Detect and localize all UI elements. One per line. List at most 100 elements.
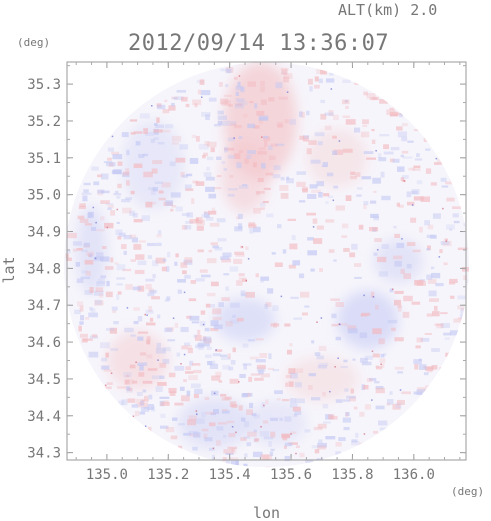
speckle [145,201,153,208]
speckle [107,207,112,210]
speckle [79,203,86,207]
speckle [147,368,158,371]
speckle [129,119,138,122]
speckle [100,190,110,194]
speckle [193,432,201,438]
speckle [228,366,234,371]
speckle [152,160,163,165]
speckle [245,291,255,298]
speckle [91,166,99,171]
speckle [203,433,208,439]
speckle [353,263,362,267]
speckle [88,211,94,218]
speckle [254,438,260,441]
speckle [445,181,454,185]
speckle [130,132,136,135]
speckle [78,205,86,210]
speckle [168,387,177,394]
speckle [205,411,215,415]
speckle [243,463,248,468]
speckle [424,220,430,226]
speckle [274,262,283,267]
speckle-dot [247,258,250,260]
speckle [100,275,107,279]
speckle [208,249,213,253]
speckle [270,431,276,438]
speckle [193,334,198,338]
speckle [236,280,243,286]
speckle [243,436,251,439]
speckle [420,337,430,342]
speckle [294,368,304,373]
speckle [261,163,266,169]
speckle [194,388,203,395]
speckle [134,410,140,417]
speckle [208,97,217,102]
speckle [199,269,208,273]
speckle [244,421,250,428]
speckle [255,359,266,363]
speckle [317,423,327,429]
speckle [155,124,165,128]
speckle [274,143,285,146]
speckle [148,288,155,293]
speckle [171,96,178,100]
speckle [452,213,459,218]
speckle [448,282,456,285]
speckle [340,323,348,326]
speckle [103,161,113,164]
speckle [235,85,244,91]
speckle [431,272,441,279]
speckle [277,124,283,127]
speckle [195,216,203,223]
speckle [285,382,289,387]
speckle [234,251,244,255]
speckle [217,238,227,242]
speckle [74,309,81,315]
speckle [118,232,126,237]
speckle [268,155,276,161]
speckle [345,412,349,418]
speckle [301,111,305,118]
speckle [426,274,433,280]
speckle [201,214,210,217]
speckle [373,216,380,221]
speckle [256,192,260,196]
speckle [413,129,422,132]
speckle [449,330,460,336]
speckle [147,292,155,297]
speckle [234,103,244,109]
speckle [230,319,239,324]
speckle [414,158,423,161]
speckle [286,349,293,355]
speckle-dot [200,96,203,98]
speckle [335,442,342,447]
speckle [249,100,254,104]
speckle [204,327,210,332]
speckle [174,261,178,266]
speckle [372,353,380,358]
y-tick-label: 34.7 [27,298,61,314]
speckle [140,352,147,356]
speckle [325,201,329,204]
speckle [131,404,139,408]
speckle [322,403,329,409]
speckle [302,135,310,139]
speckle [104,386,112,389]
speckle [452,206,462,210]
speckle-dot [132,415,135,418]
speckle [263,187,271,190]
speckle [429,298,439,302]
speckle [359,332,368,339]
speckle [163,400,169,403]
speckle [373,190,377,193]
speckle [243,113,248,118]
speckle [153,137,159,141]
speckle [354,82,359,85]
speckle [251,413,257,417]
speckle [152,187,158,192]
speckle [97,174,103,178]
speckle [379,427,390,431]
speckle [369,200,377,204]
speckle-dot [95,221,97,224]
